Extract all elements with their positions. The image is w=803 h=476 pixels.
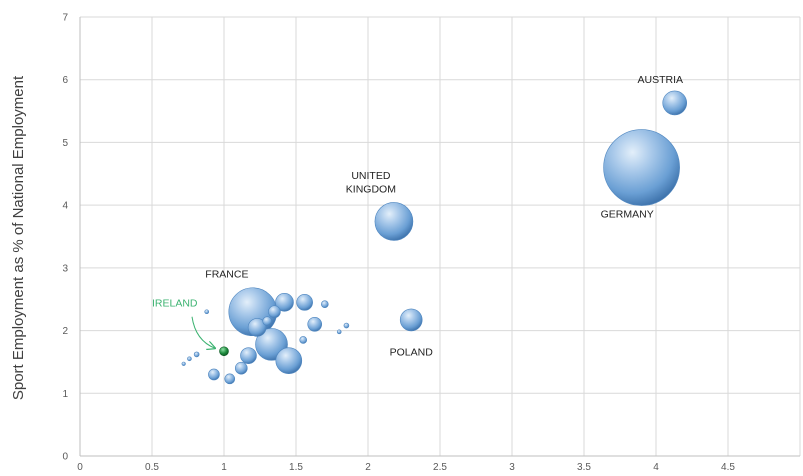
annotation-label: FRANCE [205,268,248,280]
bubble-point [336,329,342,335]
bubble-point [268,305,281,319]
annotation-label: UNITED [351,170,391,182]
bubble-point [240,347,257,364]
x-tick-label: 3.5 [577,462,591,473]
y-tick-label: 7 [62,13,68,24]
bubble-point [262,316,273,326]
bubble-point [320,300,329,309]
x-tick-label: 2 [365,462,371,473]
bubble-point [208,368,220,381]
bubble-point [662,90,688,116]
bubble-point [299,336,308,344]
bubble-point [181,361,186,366]
annotation-label: KINGDOM [346,184,396,196]
x-tick-label: 1.5 [289,462,303,473]
bubble-point [204,309,210,315]
x-tick-label: 4 [653,462,659,473]
x-tick-label: 3 [509,462,515,473]
y-tick-label: 2 [62,326,68,337]
gridlines [80,16,801,456]
axes: 0 0.5 1 1.5 2 2.5 3 3.5 4 4.5 0 1 2 3 4 5 6 7 [62,13,800,473]
bubble-point [307,316,323,332]
annotation-label: IRELAND [152,298,198,310]
bubble-point [247,318,267,337]
ireland-arrow [191,316,215,349]
y-tick-label: 4 [62,201,68,212]
y-tick-label: 1 [62,389,68,400]
annotation-label: GERMANY [601,209,654,221]
bubble-series [181,90,688,385]
bubble-point [224,373,236,385]
bubble-point [193,351,200,358]
y-tick-label: 3 [62,263,68,274]
bubble-point [296,294,313,311]
bubble-point [187,356,192,362]
y-tick-label: 6 [62,75,68,86]
bubble-point [399,308,423,332]
x-tick-label: 1 [221,462,227,473]
bubble-point [343,322,350,329]
y-tick-label: 0 [62,452,68,463]
y-tick-label: 5 [62,138,68,149]
annotations: AUSTRIA UNITED KINGDOM GERMANY POLAND FRANCE I… [152,74,683,359]
annotation-label: POLAND [390,347,434,359]
annotation-label: AUSTRIA [638,74,684,86]
bubble-point [603,129,680,206]
bubble-point [234,361,248,375]
bubble-point-ireland [219,346,229,357]
x-tick-label: 2.5 [433,462,447,473]
x-tick-label: 0 [77,462,83,473]
bubble-point [275,347,303,374]
x-tick-label: 4.5 [721,462,735,473]
y-axis-label: Sport Employment as % of National Employ… [10,75,27,400]
x-tick-label: 0.5 [145,462,159,473]
bubble-point [374,202,414,241]
bubble-point [275,293,294,312]
